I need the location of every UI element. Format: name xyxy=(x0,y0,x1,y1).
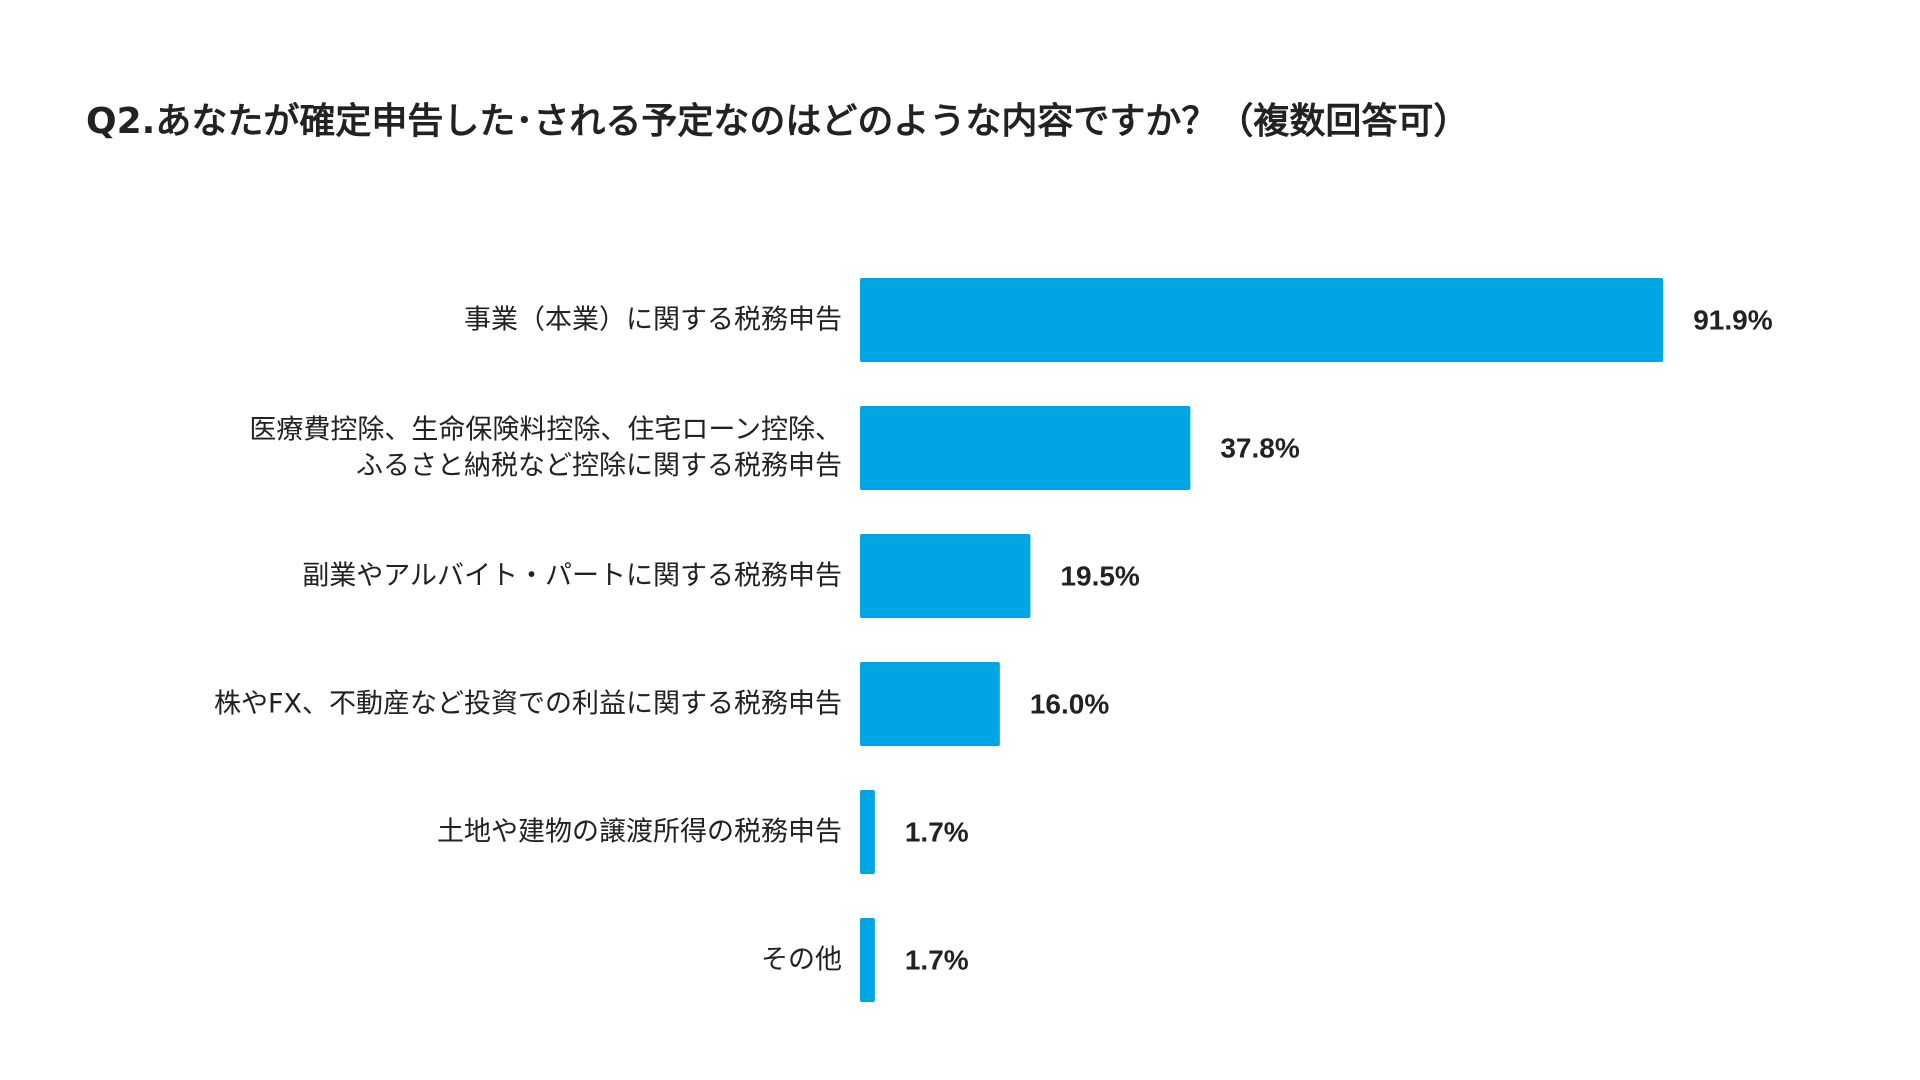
value-label-6: 1.7% xyxy=(905,945,969,976)
category-label-4: 株やFX、不動産など投資での利益に関する税務申告 xyxy=(214,689,842,720)
bar-3 xyxy=(860,534,1031,618)
value-label-4: 16.0% xyxy=(1030,689,1109,720)
category-label-3: 副業やアルバイト・パートに関する税務申告 xyxy=(302,561,842,592)
bar-4 xyxy=(860,662,1000,746)
category-label-1: 事業（本業）に関する税務申告 xyxy=(464,305,842,336)
category-label-6: その他 xyxy=(761,945,842,976)
category-label-2-line-2: ふるさと納税など控除に関する税務申告 xyxy=(356,451,842,482)
bar-1 xyxy=(860,278,1664,362)
category-label-5: 土地や建物の譲渡所得の税務申告 xyxy=(437,817,842,848)
value-label-5: 1.7% xyxy=(905,817,969,848)
value-label-1: 91.9% xyxy=(1693,305,1772,336)
value-label-3: 19.5% xyxy=(1060,561,1139,592)
bar-2 xyxy=(860,406,1191,490)
bar-5 xyxy=(860,790,875,874)
bar-6 xyxy=(860,918,875,1002)
category-label-2-line-1: 医療費控除、生命保険料控除、住宅ローン控除、 xyxy=(249,415,842,446)
value-label-2: 37.8% xyxy=(1220,433,1299,464)
chart-title: Q2.あなたが確定申告した･される予定なのはどのような内容ですか？（複数回答可） xyxy=(86,101,1470,142)
